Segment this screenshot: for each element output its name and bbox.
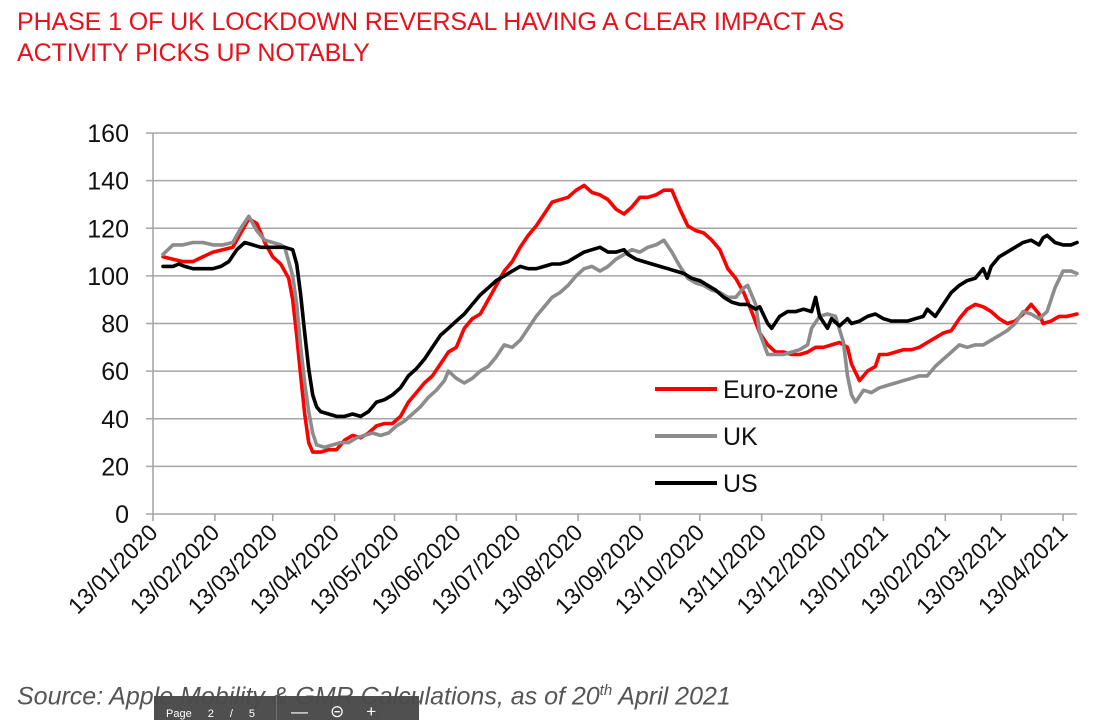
plus-icon: +	[366, 702, 377, 721]
current-page-input[interactable]: 2	[207, 708, 214, 720]
page-indicator: Page 2 / 5	[154, 696, 276, 720]
y-tick-label: 80	[101, 311, 129, 339]
y-axis: 0 20 40 60 80 100 120 140 160	[87, 120, 154, 529]
series-line-us	[161, 233, 1079, 419]
legend-label: UK	[723, 423, 758, 451]
y-tick-label: 0	[115, 501, 129, 529]
series-lines	[161, 183, 1079, 454]
series-line-euro-zone	[161, 183, 1079, 454]
minus-icon: —	[291, 702, 308, 721]
legend-label: Euro-zone	[723, 376, 838, 404]
y-tick-label: 100	[87, 263, 129, 291]
y-tick-label: 120	[87, 215, 129, 243]
x-axis: 13/01/202013/02/202013/03/202013/04/2020…	[63, 514, 1073, 619]
legend-label: US	[723, 470, 758, 498]
zoom-out-button[interactable]: —	[291, 703, 308, 720]
zoom-reset-button[interactable]: ⊝	[330, 703, 344, 720]
pdf-page-toolbar: Page 2 / 5 — ⊝ +	[154, 696, 419, 720]
page-separator: /	[229, 708, 233, 720]
y-tick-label: 160	[87, 120, 129, 148]
page-label: Page	[166, 708, 192, 720]
toolbar-divider	[276, 696, 277, 720]
legend: Euro-zone UK US	[655, 376, 838, 498]
y-tick-label: 40	[101, 406, 129, 434]
y-tick-label: 20	[101, 453, 129, 481]
magnifier-icon: ⊝	[330, 702, 345, 721]
zoom-in-button[interactable]: +	[366, 703, 376, 720]
total-pages: 5	[248, 708, 256, 720]
source-text-suffix: April 2021	[612, 682, 731, 711]
y-tick-label: 60	[101, 358, 129, 386]
chart-title-line-1: PHASE 1 OF UK LOCKDOWN REVERSAL HAVING A…	[17, 8, 845, 36]
chart-title-line-2: ACTIVITY PICKS UP NOTABLY	[17, 39, 370, 67]
y-tick-label: 140	[87, 168, 129, 196]
gridlines	[146, 132, 1077, 515]
chart-title: PHASE 1 OF UK LOCKDOWN REVERSAL HAVING A…	[17, 7, 844, 69]
series-line-uk	[161, 214, 1079, 450]
source-superscript: th	[599, 682, 613, 699]
